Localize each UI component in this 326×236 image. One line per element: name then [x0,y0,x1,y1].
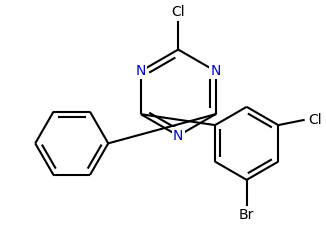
Text: Cl: Cl [308,113,321,127]
Text: N: N [136,64,146,78]
Text: Cl: Cl [171,4,185,19]
Text: Br: Br [239,208,254,222]
Text: N: N [210,64,221,78]
Text: N: N [173,129,184,143]
